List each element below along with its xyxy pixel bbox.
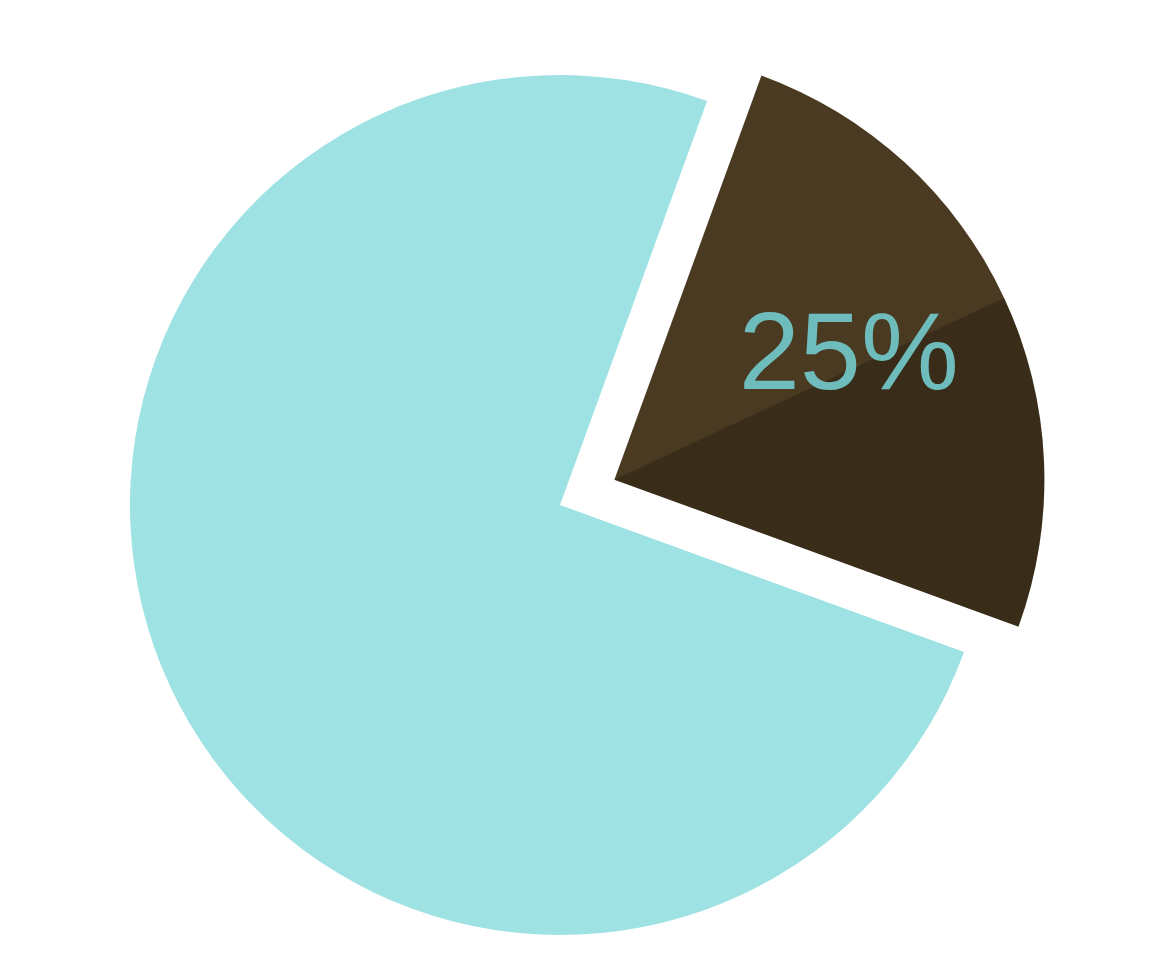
svg-text:25%: 25% (739, 289, 959, 412)
